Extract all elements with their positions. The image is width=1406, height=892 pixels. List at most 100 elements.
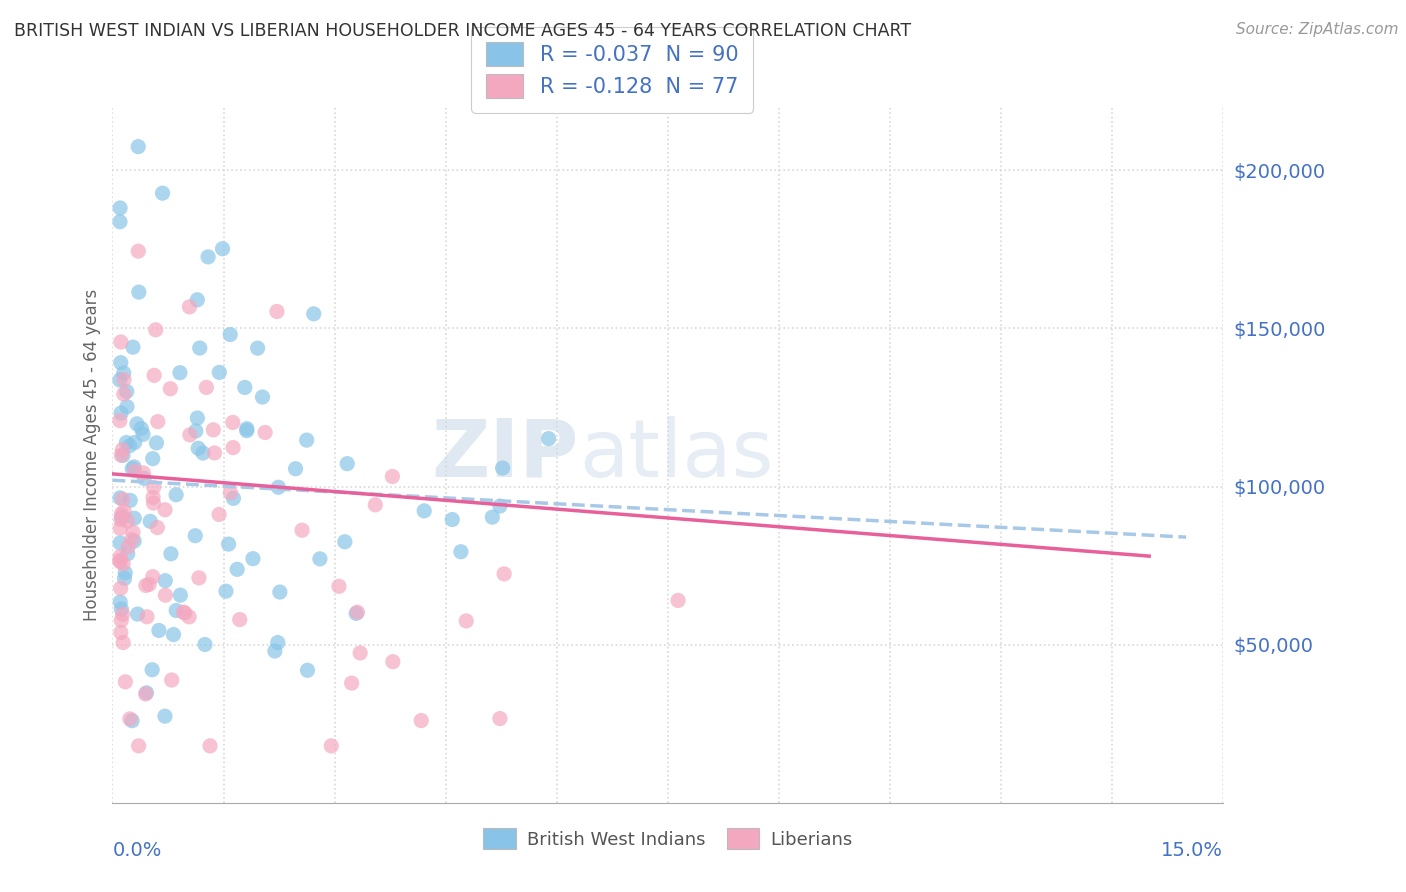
Point [491,461,513,475]
Point [121,714,143,728]
Point [309,552,332,566]
Point [179,428,201,442]
Point [195,380,218,394]
Point [142,496,165,510]
Point [110,507,132,521]
Point [110,521,132,535]
Point [246,341,269,355]
Point [191,446,214,460]
Point [267,480,290,494]
Point [349,646,371,660]
Point [179,610,201,624]
Point [413,504,436,518]
Point [328,579,350,593]
Point [148,624,170,638]
Point [120,493,142,508]
Point [160,673,183,687]
Point [138,577,160,591]
Point [122,459,145,474]
Point [128,739,150,753]
Point [411,714,433,728]
Point [115,400,138,414]
Point [136,609,159,624]
Point [111,449,134,463]
Point [194,638,217,652]
Point [226,562,249,576]
Point [489,499,512,513]
Point [346,605,368,619]
Point [284,462,307,476]
Point [108,215,131,229]
Point [142,491,165,505]
Point [204,446,226,460]
Point [222,441,245,455]
Point [108,555,131,569]
Point [114,566,136,580]
Point [340,676,363,690]
Point [112,373,135,387]
Point [141,663,163,677]
Point [122,340,145,354]
Point [146,520,169,534]
Point [215,584,238,599]
Point [336,457,359,471]
Point [267,635,290,649]
Point [179,300,201,314]
Point [121,461,143,475]
Point [481,510,503,524]
Point [344,607,367,621]
Point [135,687,157,701]
Point [381,469,404,483]
Point [112,366,135,380]
Point [165,603,187,617]
Point [155,574,177,588]
Point [269,585,291,599]
Point [184,529,207,543]
Point [108,536,131,550]
Point [173,606,195,620]
Point [198,739,221,753]
Point [142,451,165,466]
Point [263,644,285,658]
Point [108,549,131,564]
Point [297,663,319,677]
Point [110,510,132,524]
Point [110,602,132,616]
Point [184,424,207,438]
Point [169,366,191,380]
Point [242,551,264,566]
Point [125,417,148,431]
Point [108,373,131,387]
Point [145,435,167,450]
Point [132,427,155,442]
Point [132,466,155,480]
Point [162,627,184,641]
Point [142,480,165,494]
Point [128,285,150,299]
Point [118,712,141,726]
Point [145,323,167,337]
Point [152,186,174,201]
Point [211,242,233,256]
Point [111,492,134,507]
Point [494,566,516,581]
Point [118,439,141,453]
Text: atlas: atlas [579,416,773,494]
Text: Source: ZipAtlas.com: Source: ZipAtlas.com [1236,22,1399,37]
Point [153,709,176,723]
Legend: British West Indians, Liberians: British West Indians, Liberians [477,822,859,856]
Point [489,712,512,726]
Point [134,471,156,485]
Text: ZIP: ZIP [432,416,579,494]
Point [110,613,132,627]
Point [135,578,157,592]
Point [218,537,240,551]
Point [295,433,318,447]
Point [159,382,181,396]
Point [450,545,472,559]
Point [186,293,208,307]
Point [112,557,135,571]
Point [233,380,256,394]
Point [364,498,387,512]
Point [333,534,356,549]
